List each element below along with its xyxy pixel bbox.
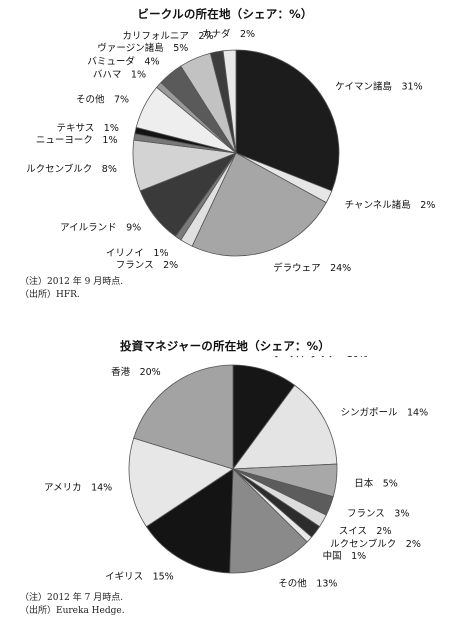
slice-label-1: シンガポール 14% [341,407,429,418]
source-text: （出所）Eureka Hedge. [20,606,125,616]
slice-label-7: ニューヨーク 1% [36,135,118,146]
pie-slice-2 [191,152,327,257]
vehicle-location-chart: ビークルの所在地（シェア：%） ケイマン諸島 31% チャンネル諸島 2% デラウェ… [0,0,450,300]
slice-label-1: チャンネル諸島 2% [345,199,436,211]
slice-label-14: カナダ 2% [202,28,255,40]
slice-label-8: テキサス 1% [57,123,119,134]
slice-label-2: 日本 5% [354,478,398,490]
slice-label-7: その他 13% [278,577,337,589]
chart-notes: （注）2012 年 7 月時点. （出所）Eureka Hedge. [20,592,125,618]
chart-notes: （注）2012 年 9 月時点. （出所）HFR. [20,276,123,302]
pie-slice-0 [235,49,340,192]
slice-label-13: カリフォルニア 2% [122,31,213,42]
slice-label-2: デラウェア 24% [273,262,351,274]
note-text: （注）2012 年 7 月時点. [20,593,124,603]
slice-label-6: ルクセンブルク 8% [26,163,117,175]
slice-label-4: イリノイ 1% [106,248,169,259]
pie-slice-1 [232,384,338,470]
slice-label-6: 中国 1% [323,550,367,562]
slice-label-5: ルクセンブルク 2% [330,538,421,550]
manager-location-chart: 投資マネジャーの所在地（シェア：%） オーストラリア 10% シンガポール 14%… [0,330,450,623]
slice-label-12: ヴァージン諸島 5% [97,42,188,54]
slice-label-0: ケイマン諸島 31% [335,81,422,93]
slice-label-4: スイス 2% [339,526,392,537]
slice-label-3: フランス 2% [116,260,178,271]
slice-label-3: フランス 3% [347,509,409,520]
manager-location-pie: オーストラリア 10% シンガポール 14% 日本 5% フランス 3% スイス 2%ル… [44,356,429,589]
slice-label-10: 香港 20% [111,366,161,378]
pie-slice-8 [145,468,234,574]
slice-label-11: バミューダ 4% [87,56,159,68]
chart-title: ビークルの所在地（シェア：%） [137,7,313,21]
chart-title: 投資マネジャーの所在地（シェア：%） [119,339,331,353]
note-text: （注）2012 年 9 月時点. [20,277,124,287]
slice-label-5: アイルランド 9% [60,223,141,234]
slice-label-10: バハマ 1% [93,70,146,81]
pie-slice-10 [133,364,234,470]
slice-label-0: オーストラリア 10% [271,356,368,360]
pie-slice-14 [222,49,237,154]
slice-label-9: アメリカ 14% [44,482,112,493]
pie-slice-7 [229,468,308,574]
vehicle-location-pie: ケイマン諸島 31% チャンネル諸島 2% デラウェア 24% フランス 2%イリノイ… [26,28,436,274]
slice-label-8: イギリス 15% [105,572,174,583]
source-text: （出所）HFR. [20,290,80,300]
slice-label-9: その他 7% [76,94,129,106]
pie-slice-9 [128,437,234,528]
